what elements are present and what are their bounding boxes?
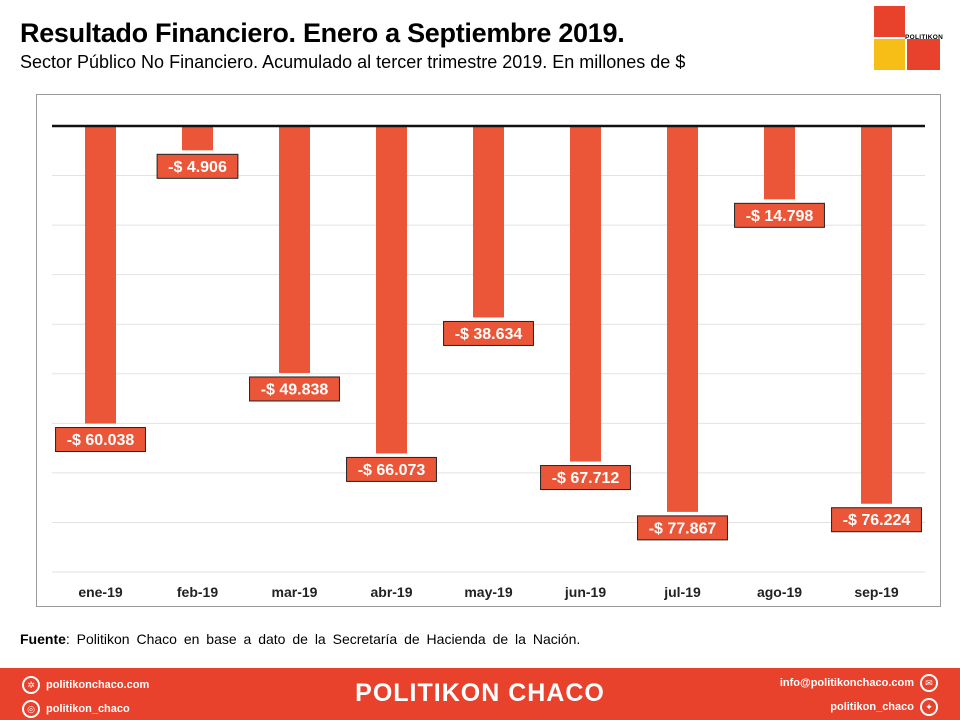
- bar: [182, 126, 213, 151]
- x-tick-label: sep-19: [854, 584, 899, 600]
- data-label: -$ 66.073: [358, 462, 426, 479]
- footer-website-link[interactable]: ✲ politikonchaco.com: [22, 676, 149, 694]
- footer-email: info@politikonchaco.com: [779, 677, 914, 689]
- x-tick-label: mar-19: [272, 584, 318, 600]
- bar: [667, 126, 698, 512]
- mail-icon: ✉: [920, 674, 938, 692]
- data-label: -$ 76.224: [843, 512, 911, 529]
- chart-title: Resultado Financiero. Enero a Septiembre…: [20, 18, 625, 48]
- footer-instagram-link[interactable]: ◎ politikon_chaco: [22, 700, 130, 718]
- data-label: -$ 77.867: [649, 520, 717, 537]
- footer-website: politikonchaco.com: [46, 679, 150, 691]
- data-label: -$ 14.798: [746, 208, 814, 225]
- x-tick-label: feb-19: [177, 584, 218, 600]
- data-label: -$ 49.838: [261, 381, 329, 398]
- bar: [861, 126, 892, 504]
- data-label: -$ 38.634: [455, 326, 523, 343]
- data-label-box: [831, 507, 922, 533]
- data-label-box: [540, 465, 631, 491]
- bar: [85, 126, 116, 424]
- footer-bar: ✲ politikonchaco.com ◎ politikon_chaco P…: [0, 668, 960, 720]
- footer-twitter: politikon_chaco: [830, 701, 914, 713]
- data-label-box: [249, 376, 340, 402]
- politikon-logo: POLITIKON: [874, 6, 944, 70]
- data-label-box: [637, 515, 728, 541]
- data-label: -$ 67.712: [552, 470, 620, 487]
- twitter-icon: ✦: [920, 698, 938, 716]
- bar: [279, 126, 310, 373]
- footer-brand: POLITIKON CHACO: [355, 679, 605, 707]
- source-note: Fuente: Politikon Chaco en base a dato d…: [20, 631, 580, 647]
- data-label-box: [443, 320, 534, 346]
- data-label: -$ 4.906: [168, 159, 227, 176]
- instagram-icon: ◎: [22, 700, 40, 718]
- footer-instagram: politikon_chaco: [46, 703, 130, 715]
- x-tick-label: abr-19: [370, 584, 412, 600]
- bar-chart: -$ 60.038 ene-19 -$ 4.906 feb-19 -$ 49.838 ma…: [52, 124, 925, 600]
- logo-text: POLITIKON: [905, 34, 944, 41]
- bar: [764, 126, 795, 200]
- data-label-box: [734, 202, 825, 228]
- data-label: -$ 60.038: [67, 432, 135, 449]
- data-label-box: [346, 456, 437, 482]
- source-label: Fuente: [20, 631, 66, 647]
- chart-area: -$ 60.038 ene-19 -$ 4.906 feb-19 -$ 49.838 ma…: [36, 94, 941, 607]
- dribbble-icon: ✲: [22, 676, 40, 694]
- x-tick-label: jun-19: [564, 584, 606, 600]
- x-tick-label: may-19: [464, 584, 512, 600]
- x-tick-label: ago-19: [757, 584, 802, 600]
- footer-email-link[interactable]: info@politikonchaco.com ✉: [780, 674, 938, 692]
- x-tick-label: ene-19: [78, 584, 123, 600]
- source-text: : Politikon Chaco en base a dato de la S…: [65, 631, 581, 647]
- footer-twitter-link[interactable]: politikon_chaco ✦: [830, 698, 938, 716]
- chart-subtitle: Sector Público No Financiero. Acumulado …: [20, 52, 686, 72]
- data-label-box: [156, 153, 239, 179]
- bar: [376, 126, 407, 454]
- bar: [570, 126, 601, 462]
- x-tick-label: jul-19: [663, 584, 701, 600]
- bar: [473, 126, 504, 318]
- data-label-box: [55, 427, 146, 453]
